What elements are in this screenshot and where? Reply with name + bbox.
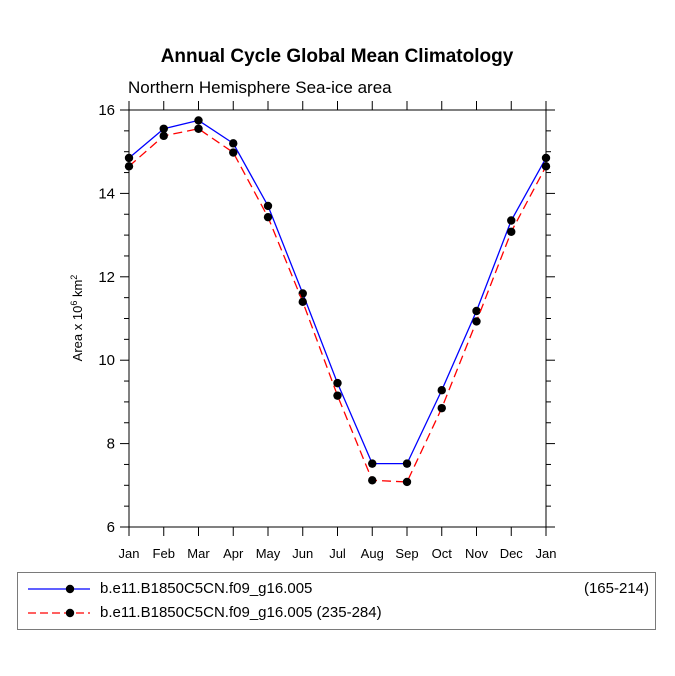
y-tick-label: 6 — [107, 519, 115, 536]
legend: b.e11.B1850C5CN.f09_g16.005 (165-214) b.… — [17, 572, 656, 630]
series-2-point — [541, 162, 551, 171]
series-1-point — [124, 153, 134, 163]
chart-title: Annual Cycle Global Mean Climatology — [161, 46, 514, 67]
series-1-point — [333, 378, 342, 388]
legend-entry-1: b.e11.B1850C5CN.f09_g16.005 (165-214) — [18, 577, 655, 601]
x-tick-label: Jan — [536, 546, 557, 561]
series-2-point — [194, 124, 203, 133]
x-tick-label: Dec — [500, 546, 524, 561]
series-1-point — [541, 153, 551, 163]
legend-label-1: b.e11.B1850C5CN.f09_g16.005 — [100, 580, 313, 597]
series-1-point — [368, 459, 377, 468]
y-tick-label: 12 — [98, 269, 115, 286]
x-tick-label: Sep — [395, 546, 418, 561]
legend-marker-1 — [65, 584, 75, 594]
series-2-point — [437, 403, 446, 413]
legend-swatch-1 — [28, 584, 90, 594]
series-1-point — [402, 459, 412, 468]
series-group — [124, 116, 551, 487]
series-2-point — [402, 477, 412, 487]
legend-marker-2 — [65, 608, 75, 618]
x-tick-label: Mar — [187, 546, 210, 561]
x-tick-label: Jan — [119, 546, 140, 561]
series-line-2 — [128, 128, 547, 483]
series-1-point — [472, 306, 481, 316]
x-tick-label: Feb — [153, 546, 175, 561]
x-tick-label: Jul — [329, 546, 346, 561]
series-2-point — [368, 476, 377, 485]
legend-swatch-2 — [28, 608, 90, 618]
x-tick-label: Apr — [223, 546, 244, 561]
y-tick-label: 16 — [98, 102, 115, 119]
x-tick-label: Nov — [465, 546, 489, 561]
y-axis-label-sup1: 6 — [69, 301, 79, 306]
series-2-point — [263, 212, 273, 222]
chart-subtitle: Northern Hemisphere Sea-ice area — [128, 78, 392, 97]
x-tick-label: Aug — [361, 546, 384, 561]
series-2-point — [333, 391, 342, 400]
series-2-point — [124, 162, 134, 171]
series-2-point — [159, 131, 168, 141]
series-1-point — [298, 289, 307, 298]
series-2-point — [507, 227, 516, 236]
x-tick-label: Jun — [292, 546, 313, 561]
series-1-point — [507, 216, 516, 225]
series-2-point — [298, 297, 307, 307]
y-axis-label-sup2: 2 — [69, 275, 79, 280]
x-tick-label: May — [256, 546, 281, 561]
series-2-point — [229, 148, 238, 157]
series-1-point — [263, 201, 273, 211]
plot-frame — [128, 109, 547, 528]
y-tick-label: 8 — [107, 436, 115, 453]
legend-entry-2: b.e11.B1850C5CN.f09_g16.005 (235-284) — [18, 601, 655, 625]
axes: 6 8 10 12 14 16 Jan Feb Mar Apr May Jun Jul Aug Sep Oct… — [98, 101, 556, 561]
series-line-1 — [128, 119, 547, 465]
y-tick-label: 10 — [98, 352, 115, 369]
legend-label-2: b.e11.B1850C5CN.f09_g16.005 (235-284) — [100, 604, 382, 621]
series-1-point — [229, 139, 238, 148]
y-tick-label: 14 — [98, 185, 115, 202]
legend-period-1: (165-214) — [583, 580, 649, 597]
series-2-point — [472, 317, 481, 326]
series-1-point — [159, 124, 168, 133]
series-1-point — [194, 116, 203, 125]
series-1-point — [437, 386, 446, 395]
y-axis-label: Area x 106 km2 — [69, 275, 85, 362]
x-tick-label: Oct — [432, 546, 453, 561]
